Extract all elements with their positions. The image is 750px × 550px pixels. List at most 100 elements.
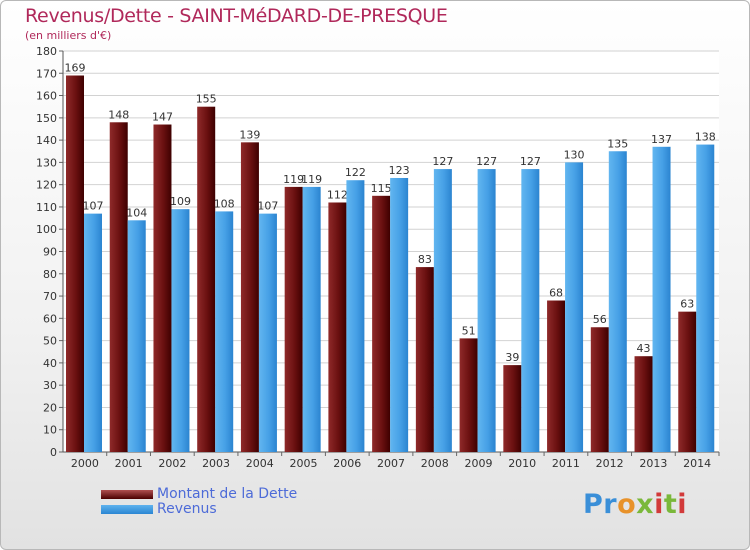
x-tick-label: 2009: [464, 457, 492, 470]
y-tick-label: 30: [43, 379, 57, 392]
y-tick-label: 20: [43, 401, 57, 414]
x-tick-label: 2000: [71, 457, 99, 470]
legend-swatch-dette: [101, 490, 153, 499]
bar-dette: [590, 327, 609, 452]
data-label-revenus: 107: [83, 200, 104, 213]
y-tick-label: 0: [50, 446, 57, 459]
data-label-revenus: 127: [520, 155, 541, 168]
bar-dette: [547, 300, 566, 452]
x-tick-label: 2010: [508, 457, 536, 470]
x-tick-label: 2001: [115, 457, 143, 470]
bar-revenus: [258, 213, 277, 452]
data-label-revenus: 138: [695, 131, 716, 144]
bar-dette: [459, 338, 478, 452]
bar-dette: [678, 311, 697, 452]
data-label-dette: 148: [108, 108, 129, 121]
data-label-revenus: 137: [651, 133, 672, 146]
y-tick-label: 100: [36, 223, 57, 236]
bar-dette: [284, 186, 303, 452]
x-tick-label: 2012: [596, 457, 624, 470]
legend: Montant de la Dette Revenus: [101, 487, 297, 517]
bar-revenus: [127, 220, 146, 452]
bar-dette: [109, 122, 128, 453]
legend-item-revenus: Revenus: [101, 502, 297, 517]
y-tick-label: 80: [43, 268, 57, 281]
y-tick-label: 160: [36, 90, 57, 103]
x-tick-label: 2013: [639, 457, 667, 470]
data-label-dette: 68: [549, 287, 563, 300]
bar-revenus: [390, 177, 409, 452]
bar-dette: [197, 106, 216, 452]
bar-dette: [634, 356, 653, 452]
bar-revenus: [84, 213, 102, 452]
bar-dette: [372, 195, 391, 453]
data-label-revenus: 127: [476, 155, 497, 168]
y-tick-label: 60: [43, 312, 57, 325]
y-tick-label: 10: [43, 424, 57, 437]
legend-label-revenus: Revenus: [157, 501, 217, 517]
y-tick-label: 40: [43, 357, 57, 370]
data-label-dette: 115: [371, 182, 392, 195]
bar-revenus: [302, 186, 321, 452]
bar-revenus: [652, 146, 671, 453]
data-label-dette: 155: [196, 93, 217, 106]
data-label-revenus: 123: [389, 164, 410, 177]
y-tick-label: 150: [36, 112, 57, 125]
data-label-dette: 139: [239, 128, 260, 141]
bar-revenus: [608, 151, 627, 452]
bar-dette: [415, 267, 434, 452]
data-label-dette: 169: [65, 62, 86, 75]
x-tick-label: 2007: [377, 457, 405, 470]
y-tick-label: 130: [36, 156, 57, 169]
data-label-dette: 119: [283, 173, 304, 186]
data-label-dette: 83: [418, 253, 432, 266]
x-tick-label: 2011: [552, 457, 580, 470]
chart-title: Revenus/Dette - SAINT-MéDARD-DE-PRESQUE: [25, 5, 448, 27]
data-label-dette: 39: [505, 351, 519, 364]
x-tick-label: 2005: [290, 457, 318, 470]
x-tick-label: 2002: [158, 457, 186, 470]
y-tick-label: 120: [36, 179, 57, 192]
data-label-revenus: 107: [257, 200, 278, 213]
data-label-revenus: 135: [607, 137, 628, 150]
x-tick-label: 2014: [683, 457, 711, 470]
y-tick-label: 110: [36, 201, 57, 214]
x-tick-label: 2008: [421, 457, 449, 470]
data-label-dette: 112: [327, 188, 348, 201]
bar-revenus: [696, 144, 715, 453]
data-label-revenus: 109: [170, 195, 191, 208]
data-label-revenus: 108: [214, 197, 235, 210]
y-tick-label: 70: [43, 290, 57, 303]
bar-dette: [153, 124, 172, 453]
data-label-revenus: 130: [564, 148, 585, 161]
bar-dette: [66, 75, 84, 452]
bar-revenus: [171, 209, 190, 452]
proxiti-logo: Proxiti: [583, 489, 688, 520]
y-tick-label: 170: [36, 67, 57, 80]
data-label-revenus: 127: [432, 155, 453, 168]
data-label-revenus: 104: [126, 206, 147, 219]
data-label-dette: 63: [680, 298, 694, 311]
bar-dette: [503, 365, 522, 452]
data-label-dette: 56: [593, 313, 607, 326]
y-tick-label: 180: [36, 45, 57, 58]
y-tick-label: 140: [36, 134, 57, 147]
bar-revenus: [565, 162, 584, 452]
chart-subtitle: (en milliers d'€): [25, 29, 112, 42]
x-tick-label: 2003: [202, 457, 230, 470]
data-label-revenus: 119: [301, 173, 322, 186]
bar-revenus: [433, 169, 452, 453]
x-tick-label: 2004: [246, 457, 274, 470]
bar-dette: [328, 202, 347, 452]
bar-revenus: [346, 180, 365, 452]
legend-label-dette: Montant de la Dette: [157, 486, 298, 502]
data-label-revenus: 122: [345, 166, 366, 179]
y-tick-label: 50: [43, 335, 57, 348]
data-label-dette: 147: [152, 111, 173, 124]
bar-revenus: [477, 169, 496, 453]
bar-dette: [240, 142, 259, 453]
bar-revenus: [215, 211, 234, 452]
data-label-dette: 43: [637, 342, 651, 355]
